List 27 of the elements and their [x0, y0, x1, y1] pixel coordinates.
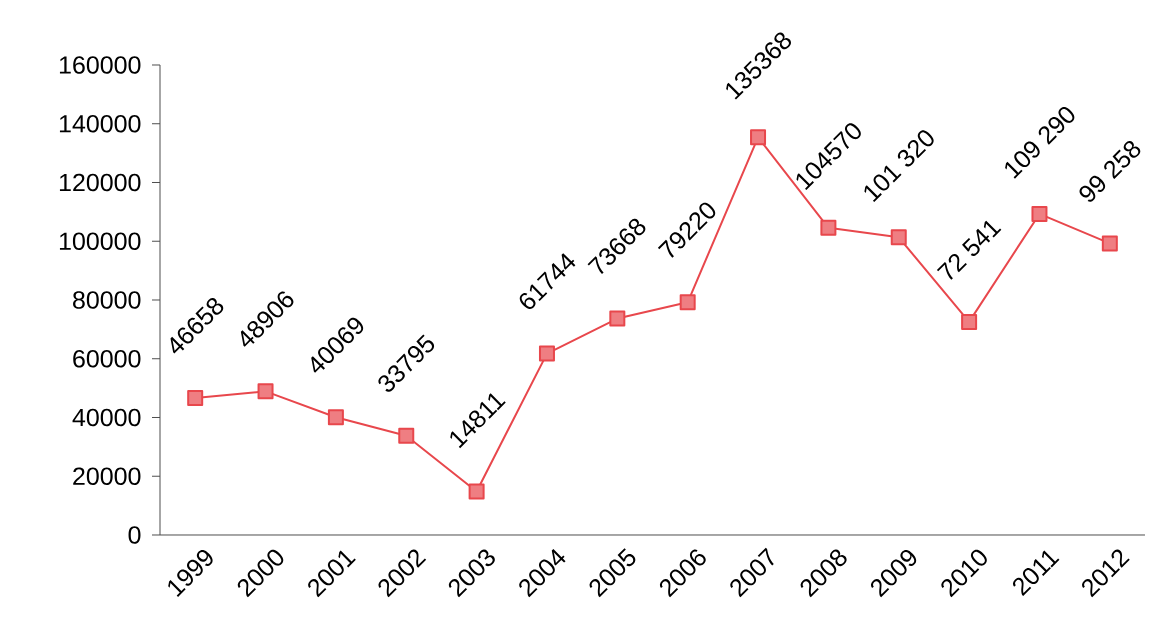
y-tick-label: 40000 [72, 408, 141, 427]
data-label: 72 541 [936, 220, 1002, 280]
y-tick-label: 60000 [73, 349, 141, 368]
point [1031, 205, 1048, 222]
y-tick-label: 20000 [73, 467, 141, 486]
point [398, 427, 415, 444]
point [327, 409, 344, 426]
y-tick-label: 160000 [59, 56, 141, 74]
point [750, 129, 767, 146]
point [1101, 235, 1118, 252]
point [679, 294, 696, 311]
y-tick-label: 80000 [73, 291, 141, 309]
point [961, 313, 978, 330]
data-label: 99 258 [1079, 141, 1141, 202]
point [820, 219, 837, 236]
y-tick-label: 140000 [59, 114, 141, 133]
point [609, 310, 626, 327]
data-label: 101 320 [864, 130, 934, 203]
point [538, 345, 555, 362]
y-tick-label: 100000 [59, 232, 141, 251]
point [890, 229, 907, 246]
y-tick-label: 0 [128, 526, 141, 544]
point [257, 383, 274, 400]
y-tick-label: 120000 [59, 173, 141, 192]
point [468, 483, 485, 500]
point [187, 389, 204, 406]
data-label: 109 290 [1005, 106, 1075, 179]
